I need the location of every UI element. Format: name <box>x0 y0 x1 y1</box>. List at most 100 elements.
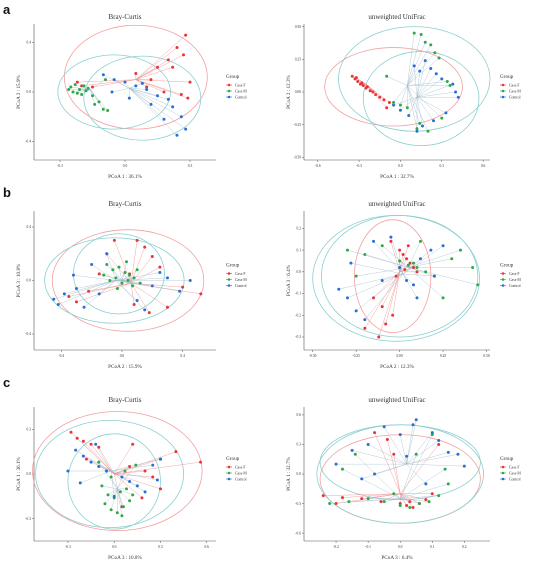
data-point <box>446 482 450 486</box>
spider-segment <box>416 91 456 98</box>
legend-key-dot <box>227 95 231 99</box>
y-axis-title: PCoA 1 : 36.1% <box>16 456 22 490</box>
spider-segment <box>407 85 418 129</box>
panel-letter-b: b <box>3 185 11 200</box>
data-point <box>87 289 91 293</box>
x-tick-label: -0.6 <box>315 164 321 168</box>
spider-segment <box>407 85 442 119</box>
spider-segment <box>111 464 153 472</box>
data-point <box>419 32 423 36</box>
plot-area <box>57 24 208 141</box>
data-point <box>80 84 84 88</box>
spider-segment <box>323 493 401 496</box>
data-point <box>118 490 122 494</box>
spider-segment <box>406 432 433 465</box>
x-tick-label: -0.2 <box>333 545 339 549</box>
y-tick-label: -0.3 <box>25 517 31 521</box>
data-point <box>127 96 131 100</box>
y-tick-label: -0.2 <box>295 313 301 317</box>
data-point <box>166 97 170 101</box>
data-point <box>145 88 149 92</box>
data-point <box>147 311 151 315</box>
data-point <box>412 31 416 35</box>
data-point <box>373 431 377 435</box>
data-point <box>385 74 389 78</box>
spider-segment <box>64 280 116 295</box>
data-point <box>334 502 338 506</box>
legend-key-dot <box>501 284 505 287</box>
spider-segment <box>402 273 414 285</box>
spider-segment <box>416 83 453 98</box>
confidence-ellipse <box>354 219 432 334</box>
data-point <box>380 244 384 248</box>
data-point <box>71 273 75 277</box>
data-point <box>143 469 147 473</box>
spider-segment <box>406 424 414 465</box>
data-point <box>365 85 369 89</box>
data-point <box>171 65 175 69</box>
legend-entry: Case F <box>235 83 245 87</box>
spider-segment <box>58 280 116 305</box>
data-point <box>132 276 136 280</box>
legend-key-dot <box>501 89 505 93</box>
spider-segment <box>408 97 418 116</box>
data-point <box>97 292 101 296</box>
x-tick-label: 0.1 <box>430 545 435 549</box>
y-tick-label: 0.25 <box>295 58 301 62</box>
data-point <box>128 465 132 469</box>
legend-key-dot <box>227 89 231 93</box>
y-axis-title: PCoA 3 : 10.8% <box>16 263 22 297</box>
x-axis-title: PCoA 3 : 10.8% <box>108 555 142 561</box>
data-point <box>134 84 138 88</box>
spider-segment <box>400 483 449 499</box>
confidence-ellipse <box>73 233 165 315</box>
legend-key-dot <box>227 465 231 469</box>
spider-segment <box>387 439 401 494</box>
x-tick-label: 0.0 <box>120 354 125 358</box>
legend-title: Group <box>500 456 514 462</box>
data-point <box>97 100 101 104</box>
data-point <box>166 58 170 62</box>
data-point <box>454 90 458 94</box>
data-point <box>427 500 431 504</box>
spider-segment <box>408 267 478 286</box>
data-point <box>140 496 144 500</box>
data-point <box>104 78 107 82</box>
spider-segment <box>406 452 449 465</box>
legend-entry: Case M <box>235 89 247 93</box>
spider-segment <box>356 273 404 312</box>
data-point <box>135 238 139 242</box>
data-point <box>74 287 78 291</box>
legend-title: Group <box>500 74 514 80</box>
data-point <box>128 479 132 483</box>
data-point <box>131 493 135 497</box>
spider-segment <box>135 34 186 80</box>
data-point <box>91 94 94 98</box>
y-tick-label: 0.50 <box>295 25 301 29</box>
data-point <box>143 490 147 494</box>
legend-key-dot <box>501 83 505 87</box>
data-point <box>112 238 116 242</box>
spider-segment <box>399 260 409 268</box>
spider-segment <box>121 280 141 284</box>
legend-title: Group <box>226 456 240 462</box>
data-point <box>73 83 77 87</box>
data-point <box>75 436 79 440</box>
spider-segment <box>406 440 439 465</box>
spider-segment <box>416 97 434 121</box>
data-point <box>476 283 480 287</box>
data-point <box>398 248 402 252</box>
plot-area <box>312 214 480 342</box>
data-point <box>424 498 428 502</box>
data-point <box>131 442 135 446</box>
x-tick-label: -0.3 <box>65 545 71 549</box>
data-point <box>162 90 166 94</box>
spider-segment <box>348 498 401 502</box>
legend-key-dot <box>227 477 231 481</box>
data-point <box>74 448 78 452</box>
x-tick-label: 0.0 <box>398 164 403 168</box>
y-tick-label: -0.4 <box>25 140 31 144</box>
data-point <box>123 80 127 84</box>
data-point <box>356 80 360 84</box>
spider-segment <box>129 88 178 136</box>
